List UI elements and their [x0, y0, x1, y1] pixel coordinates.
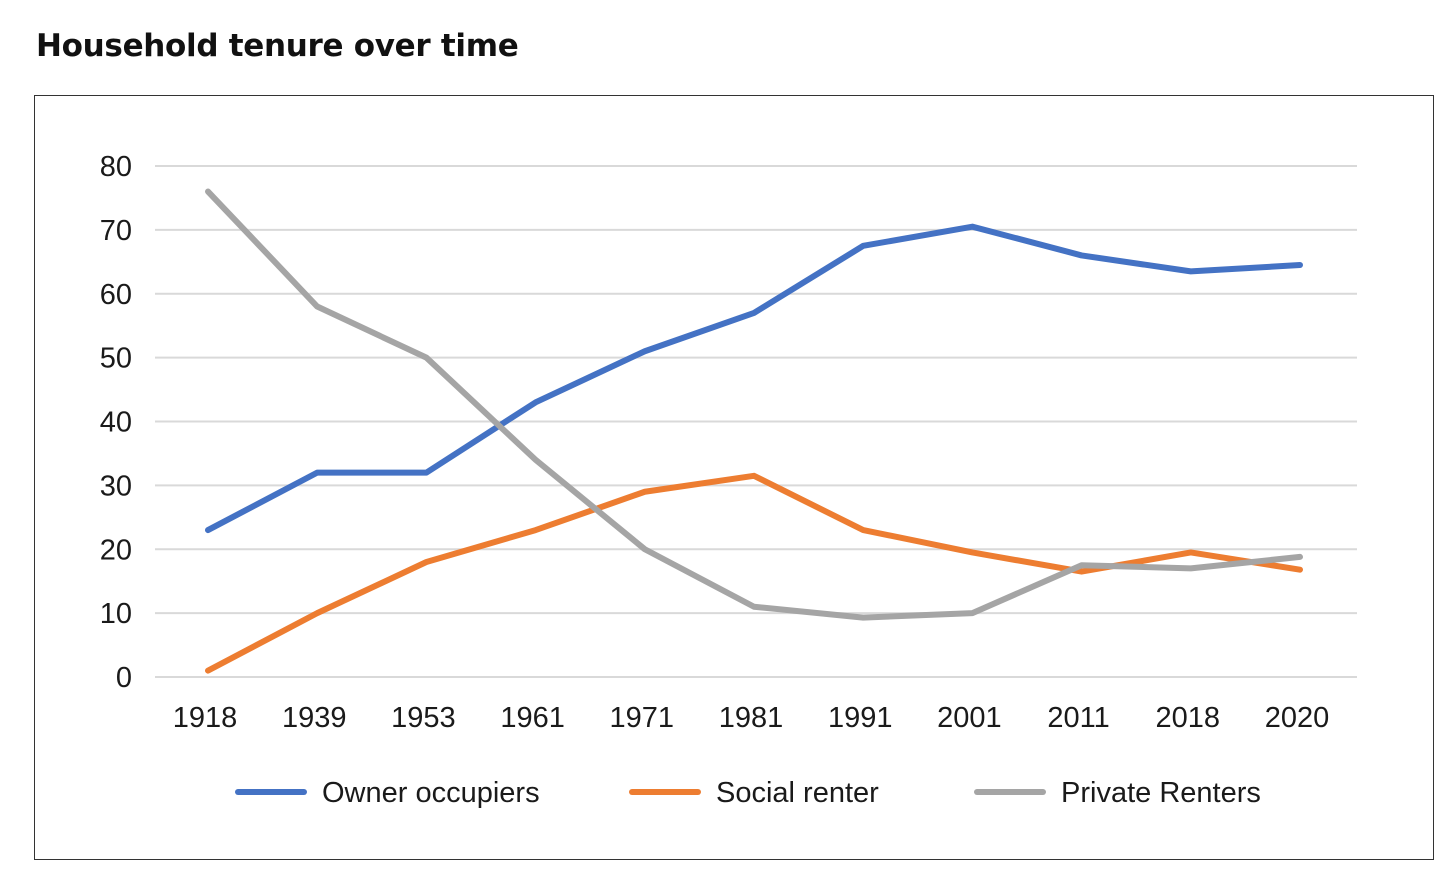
series-lines	[205, 188, 1303, 674]
y-tick-label: 20	[100, 534, 132, 566]
y-tick-label: 70	[100, 215, 132, 247]
y-axis-ticks: 0 10 20 30 40 50 60 70 80	[100, 151, 132, 694]
x-axis-ticks: 1918 1939 1953 1961 1971 1981 1991 2001 2011 2018…	[173, 702, 1330, 734]
x-tick-label: 1981	[719, 702, 784, 734]
legend: Owner occupiers Social renter Private Rent…	[235, 777, 1261, 809]
y-tick-label: 10	[100, 598, 132, 630]
gridlines	[155, 165, 1357, 678]
legend-label-social-renter: Social renter	[716, 777, 879, 809]
x-tick-label: 1961	[500, 702, 565, 734]
series-line-private-renters	[205, 188, 1303, 621]
x-tick-label: 2011	[1047, 702, 1109, 734]
x-tick-label: 1953	[391, 702, 456, 734]
y-tick-label: 0	[116, 662, 132, 694]
y-tick-label: 60	[100, 279, 132, 311]
y-tick-label: 50	[100, 343, 132, 375]
legend-label-owner-occupiers: Owner occupiers	[322, 777, 540, 809]
x-tick-label: 1918	[173, 702, 238, 734]
y-tick-label: 40	[100, 407, 132, 439]
series-line-owner-occupiers	[205, 223, 1303, 534]
series-line-social-renter	[205, 472, 1303, 674]
y-tick-label: 80	[100, 151, 132, 183]
legend-label-private-renters: Private Renters	[1061, 777, 1261, 809]
x-tick-label: 2001	[937, 702, 1002, 734]
x-tick-label: 1991	[828, 702, 893, 734]
x-tick-label: 2018	[1156, 702, 1221, 734]
x-tick-label: 1939	[282, 702, 347, 734]
x-tick-label: 2020	[1265, 702, 1330, 734]
x-tick-label: 1971	[610, 702, 675, 734]
page-title: Household tenure over time	[36, 28, 519, 64]
chart-frame	[34, 95, 1434, 860]
y-tick-label: 30	[100, 470, 132, 502]
